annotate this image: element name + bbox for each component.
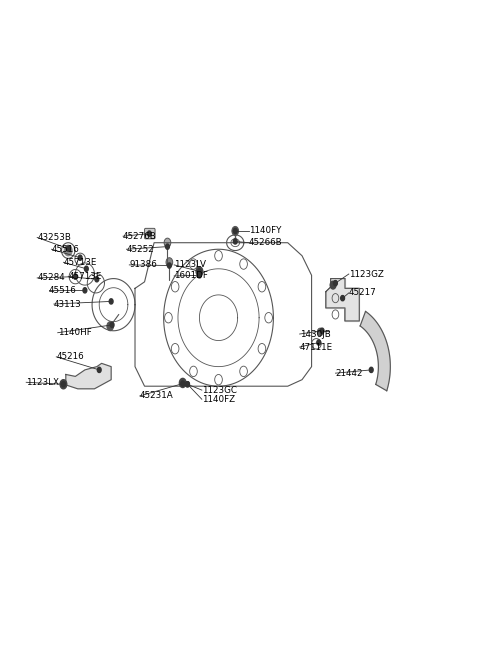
Circle shape	[73, 274, 77, 279]
Circle shape	[196, 267, 203, 276]
Polygon shape	[360, 311, 390, 391]
Circle shape	[64, 246, 72, 255]
Text: 43253B: 43253B	[37, 233, 71, 242]
Text: 45713E: 45713E	[68, 272, 102, 281]
Circle shape	[330, 281, 336, 289]
Text: 1123LV: 1123LV	[174, 261, 206, 269]
Text: 47111E: 47111E	[300, 343, 333, 352]
Text: 91386: 91386	[129, 261, 157, 269]
Text: 1123GZ: 1123GZ	[349, 269, 384, 278]
Text: 1140FZ: 1140FZ	[202, 395, 235, 403]
Circle shape	[232, 227, 239, 236]
Text: 1140HF: 1140HF	[58, 328, 92, 337]
Circle shape	[97, 367, 101, 373]
Text: 1601DF: 1601DF	[174, 271, 208, 280]
Circle shape	[60, 380, 67, 389]
Circle shape	[78, 255, 82, 260]
Circle shape	[83, 288, 87, 293]
Circle shape	[186, 382, 190, 387]
Circle shape	[233, 229, 237, 234]
Text: 45713E: 45713E	[63, 258, 97, 267]
Text: 45231A: 45231A	[140, 392, 174, 400]
Circle shape	[317, 340, 321, 345]
Polygon shape	[66, 364, 111, 389]
Circle shape	[334, 280, 337, 286]
Circle shape	[147, 231, 151, 236]
Text: 21442: 21442	[336, 369, 363, 378]
Text: 45516: 45516	[51, 245, 79, 253]
Circle shape	[166, 257, 173, 267]
Text: 1123GC: 1123GC	[202, 386, 237, 394]
Circle shape	[181, 381, 185, 386]
Circle shape	[168, 263, 171, 268]
Circle shape	[180, 379, 186, 388]
Circle shape	[164, 238, 171, 248]
Circle shape	[95, 276, 99, 282]
Text: 45284: 45284	[37, 273, 65, 282]
Text: 1140FY: 1140FY	[249, 227, 281, 235]
Circle shape	[107, 322, 114, 331]
Circle shape	[84, 266, 88, 271]
Circle shape	[109, 299, 113, 304]
Text: 45276B: 45276B	[123, 232, 157, 240]
Circle shape	[317, 328, 323, 336]
Circle shape	[320, 328, 324, 333]
Circle shape	[198, 269, 201, 274]
Text: 45216: 45216	[56, 352, 84, 362]
Circle shape	[233, 239, 237, 244]
Text: 45516: 45516	[49, 286, 77, 295]
Polygon shape	[326, 278, 360, 321]
Text: 45266B: 45266B	[249, 238, 282, 247]
Text: 1123LX: 1123LX	[26, 378, 59, 387]
Circle shape	[186, 382, 190, 387]
Circle shape	[66, 246, 70, 251]
Circle shape	[110, 322, 114, 328]
Text: 43113: 43113	[54, 299, 82, 309]
Circle shape	[341, 295, 345, 301]
Circle shape	[61, 382, 65, 387]
Circle shape	[369, 367, 373, 373]
Circle shape	[198, 272, 201, 278]
Text: 1430JB: 1430JB	[300, 329, 330, 339]
Text: 45217: 45217	[349, 288, 376, 297]
Circle shape	[166, 244, 169, 250]
Text: 45252: 45252	[126, 245, 154, 253]
FancyBboxPatch shape	[144, 229, 155, 239]
